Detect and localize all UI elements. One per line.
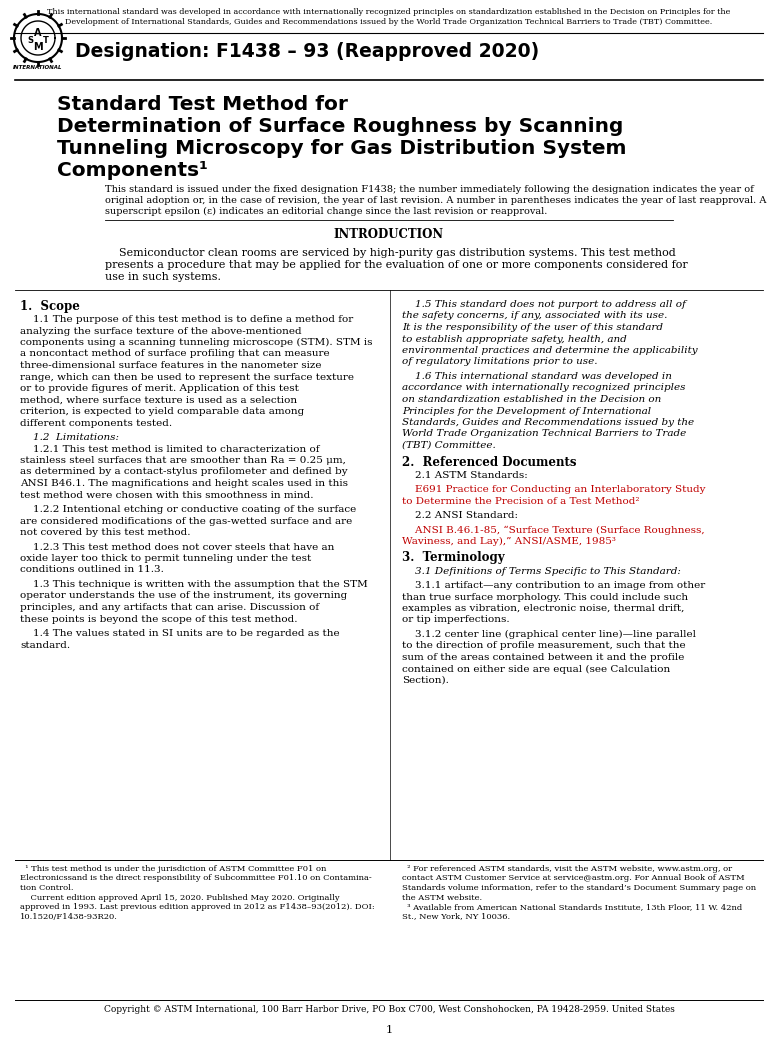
Text: 1: 1: [385, 1025, 393, 1035]
Text: oxide layer too thick to permit tunneling under the test: oxide layer too thick to permit tunnelin…: [20, 554, 311, 563]
Text: 2.1 ASTM Standards:: 2.1 ASTM Standards:: [402, 471, 527, 480]
Text: on standardization established in the Decision on: on standardization established in the De…: [402, 395, 661, 404]
Text: M: M: [33, 42, 43, 52]
Text: sum of the areas contained between it and the profile: sum of the areas contained between it an…: [402, 653, 685, 662]
Text: World Trade Organization Technical Barriers to Trade: World Trade Organization Technical Barri…: [402, 430, 686, 438]
Text: Designation: F1438 – 93 (Reapproved 2020): Designation: F1438 – 93 (Reapproved 2020…: [75, 42, 539, 61]
Text: or to provide figures of merit. Application of this test: or to provide figures of merit. Applicat…: [20, 384, 299, 393]
Text: Tunneling Microscopy for Gas Distribution System: Tunneling Microscopy for Gas Distributio…: [57, 139, 626, 158]
Text: ² For referenced ASTM standards, visit the ASTM website, www.astm.org, or: ² For referenced ASTM standards, visit t…: [402, 865, 732, 873]
Text: 3.1.1 artifact—any contribution to an image from other: 3.1.1 artifact—any contribution to an im…: [402, 581, 705, 590]
Text: the safety concerns, if any, associated with its use.: the safety concerns, if any, associated …: [402, 311, 668, 321]
Text: components using a scanning tunneling microscope (STM). STM is: components using a scanning tunneling mi…: [20, 338, 373, 347]
Text: 1.2.3 This test method does not cover steels that have an: 1.2.3 This test method does not cover st…: [20, 542, 335, 552]
Text: Section).: Section).: [402, 676, 449, 685]
Text: 1.6 This international standard was developed in: 1.6 This international standard was deve…: [402, 372, 672, 381]
Text: 1.1 The purpose of this test method is to define a method for: 1.1 The purpose of this test method is t…: [20, 315, 353, 324]
Text: ANSI B.46.1-85, “Surface Texture (Surface Roughness,: ANSI B.46.1-85, “Surface Texture (Surfac…: [402, 526, 705, 535]
Text: 2.  Referenced Documents: 2. Referenced Documents: [402, 456, 576, 468]
Text: environmental practices and determine the applicability: environmental practices and determine th…: [402, 346, 698, 355]
Text: 1.4 The values stated in SI units are to be regarded as the: 1.4 The values stated in SI units are to…: [20, 629, 340, 638]
Text: Standard Test Method for: Standard Test Method for: [57, 95, 348, 115]
Text: ANSI B46.1. The magnifications and height scales used in this: ANSI B46.1. The magnifications and heigh…: [20, 479, 348, 488]
Text: Waviness, and Lay),” ANSI/ASME, 1985³: Waviness, and Lay),” ANSI/ASME, 1985³: [402, 537, 616, 547]
Text: It is the responsibility of the user of this standard: It is the responsibility of the user of …: [402, 323, 663, 332]
Text: to establish appropriate safety, health, and: to establish appropriate safety, health,…: [402, 334, 627, 344]
Text: standard.: standard.: [20, 640, 70, 650]
Text: Components¹: Components¹: [57, 161, 208, 180]
Text: (TBT) Committee.: (TBT) Committee.: [402, 441, 496, 450]
Text: three-dimensional surface features in the nanometer size: three-dimensional surface features in th…: [20, 361, 321, 370]
Text: 10.1520/F1438-93R20.: 10.1520/F1438-93R20.: [20, 913, 118, 920]
Text: method, where surface texture is used as a selection: method, where surface texture is used as…: [20, 396, 297, 405]
Text: Development of International Standards, Guides and Recommendations issued by the: Development of International Standards, …: [65, 18, 713, 26]
Text: as determined by a contact-stylus profilometer and defined by: as determined by a contact-stylus profil…: [20, 467, 348, 477]
Text: A: A: [34, 28, 42, 39]
Text: accordance with internationally recognized principles: accordance with internationally recogniz…: [402, 383, 685, 392]
Text: to Determine the Precision of a Test Method²: to Determine the Precision of a Test Met…: [402, 497, 640, 506]
Text: This international standard was developed in accordance with internationally rec: This international standard was develope…: [47, 8, 731, 16]
Text: stainless steel surfaces that are smoother than Ra = 0.25 μm,: stainless steel surfaces that are smooth…: [20, 456, 346, 465]
Text: 1.  Scope: 1. Scope: [20, 300, 80, 313]
Text: the ASTM website.: the ASTM website.: [402, 893, 482, 902]
Text: 1.2.1 This test method is limited to characterization of: 1.2.1 This test method is limited to cha…: [20, 445, 320, 454]
Text: This standard is issued under the fixed designation F1438; the number immediatel: This standard is issued under the fixed …: [105, 185, 754, 194]
Text: 3.  Terminology: 3. Terminology: [402, 552, 505, 564]
Text: are considered modifications of the gas-wetted surface and are: are considered modifications of the gas-…: [20, 516, 352, 526]
Text: INTRODUCTION: INTRODUCTION: [334, 228, 444, 242]
Text: Electronicssand is the direct responsibility of Subcommittee F01.10 on Contamina: Electronicssand is the direct responsibi…: [20, 874, 372, 883]
Text: Current edition approved April 15, 2020. Published May 2020. Originally: Current edition approved April 15, 2020.…: [20, 893, 340, 902]
Text: of regulatory limitations prior to use.: of regulatory limitations prior to use.: [402, 357, 598, 366]
Text: conditions outlined in 11.3.: conditions outlined in 11.3.: [20, 565, 164, 575]
Text: examples as vibration, electronic noise, thermal drift,: examples as vibration, electronic noise,…: [402, 604, 685, 613]
Text: than true surface morphology. This could include such: than true surface morphology. This could…: [402, 592, 688, 602]
Text: INTERNATIONAL: INTERNATIONAL: [13, 65, 63, 70]
Text: or tip imperfections.: or tip imperfections.: [402, 615, 510, 625]
Text: presents a procedure that may be applied for the evaluation of one or more compo: presents a procedure that may be applied…: [105, 260, 688, 270]
Text: original adoption or, in the case of revision, the year of last revision. A numb: original adoption or, in the case of rev…: [105, 196, 766, 205]
Text: principles, and any artifacts that can arise. Discussion of: principles, and any artifacts that can a…: [20, 603, 319, 612]
Text: superscript epsilon (ε) indicates an editorial change since the last revision or: superscript epsilon (ε) indicates an edi…: [105, 207, 548, 217]
Text: 1.5 This standard does not purport to address all of: 1.5 This standard does not purport to ad…: [402, 300, 686, 309]
Text: Standards, Guides and Recommendations issued by the: Standards, Guides and Recommendations is…: [402, 418, 694, 427]
Text: analyzing the surface texture of the above-mentioned: analyzing the surface texture of the abo…: [20, 327, 302, 335]
Text: T: T: [43, 36, 49, 45]
Text: Semiconductor clean rooms are serviced by high-purity gas distribution systems. : Semiconductor clean rooms are serviced b…: [105, 248, 676, 258]
Text: 1.3 This technique is written with the assumption that the STM: 1.3 This technique is written with the a…: [20, 580, 368, 589]
Text: ¹ This test method is under the jurisdiction of ASTM Committee F01 on: ¹ This test method is under the jurisdic…: [20, 865, 327, 873]
Text: S: S: [27, 36, 33, 45]
Text: approved in 1993. Last previous edition approved in 2012 as F1438–93(2012). DOI:: approved in 1993. Last previous edition …: [20, 903, 375, 911]
Text: Determination of Surface Roughness by Scanning: Determination of Surface Roughness by Sc…: [57, 117, 623, 136]
Text: not covered by this test method.: not covered by this test method.: [20, 528, 191, 537]
Text: 3.1 Definitions of Terms Specific to This Standard:: 3.1 Definitions of Terms Specific to Thi…: [402, 566, 681, 576]
Text: Standards volume information, refer to the standard’s Document Summary page on: Standards volume information, refer to t…: [402, 884, 756, 892]
Text: St., New York, NY 10036.: St., New York, NY 10036.: [402, 913, 510, 920]
Text: a noncontact method of surface profiling that can measure: a noncontact method of surface profiling…: [20, 350, 330, 358]
Text: tion Control.: tion Control.: [20, 884, 73, 892]
Text: 2.2 ANSI Standard:: 2.2 ANSI Standard:: [402, 511, 518, 520]
Text: 1.2  Limitations:: 1.2 Limitations:: [20, 433, 119, 442]
Text: different components tested.: different components tested.: [20, 418, 172, 428]
Text: Principles for the Development of International: Principles for the Development of Intern…: [402, 406, 651, 415]
Text: these points is beyond the scope of this test method.: these points is beyond the scope of this…: [20, 614, 297, 624]
Text: contact ASTM Customer Service at service@astm.org. For Annual Book of ASTM: contact ASTM Customer Service at service…: [402, 874, 745, 883]
Text: E691 Practice for Conducting an Interlaboratory Study: E691 Practice for Conducting an Interlab…: [402, 485, 706, 494]
Text: to the direction of profile measurement, such that the: to the direction of profile measurement,…: [402, 641, 685, 651]
Text: use in such systems.: use in such systems.: [105, 272, 221, 282]
Text: operator understands the use of the instrument, its governing: operator understands the use of the inst…: [20, 591, 347, 601]
Text: 3.1.2 center line (graphical center line)—line parallel: 3.1.2 center line (graphical center line…: [402, 630, 696, 639]
Text: test method were chosen with this smoothness in mind.: test method were chosen with this smooth…: [20, 490, 314, 500]
Text: 1.2.2 Intentional etching or conductive coating of the surface: 1.2.2 Intentional etching or conductive …: [20, 505, 356, 514]
Text: ³ Available from American National Standards Institute, 13th Floor, 11 W. 42nd: ³ Available from American National Stand…: [402, 903, 742, 911]
Text: Copyright © ASTM International, 100 Barr Harbor Drive, PO Box C700, West Conshoh: Copyright © ASTM International, 100 Barr…: [103, 1005, 675, 1014]
Text: contained on either side are equal (see Calculation: contained on either side are equal (see …: [402, 664, 671, 674]
Text: range, which can then be used to represent the surface texture: range, which can then be used to represe…: [20, 373, 354, 381]
Text: criterion, is expected to yield comparable data among: criterion, is expected to yield comparab…: [20, 407, 304, 416]
